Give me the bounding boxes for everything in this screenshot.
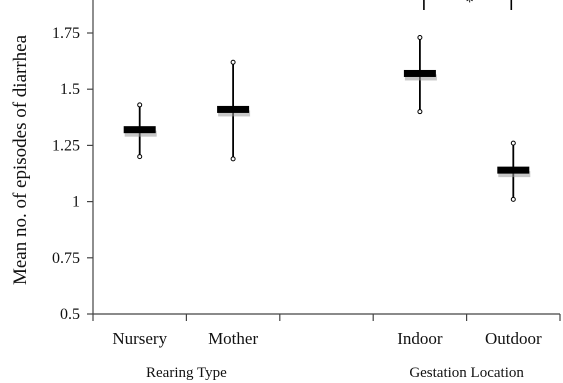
y-tick-label: 1.25 [52, 137, 80, 154]
error-bar-point [497, 140, 531, 202]
mean-marker [217, 105, 250, 113]
annotations: * [423, 0, 513, 11]
x-axis: Nursery Mother Indoor Outdoor Rearing Type Ge… [92, 313, 561, 381]
x-category-label: Outdoor [485, 329, 542, 348]
mean-marker-shadow [218, 110, 251, 117]
x-category-label: Mother [208, 329, 258, 348]
whisker-cap-low [137, 154, 143, 160]
y-tick-label: 1.75 [52, 25, 80, 42]
mean-marker [497, 166, 530, 174]
mean-marker [123, 126, 156, 134]
y-tick-label: 1.5 [60, 81, 80, 98]
whisker-cap-high [510, 140, 516, 146]
mean-marker-shadow [404, 74, 437, 81]
x-group-label: Gestation Location [409, 365, 524, 381]
whisker-cap-low [510, 196, 516, 202]
whisker-cap-high [417, 34, 423, 40]
y-tick-label: 0.75 [52, 250, 80, 267]
y-tick-label: 0.5 [60, 306, 80, 323]
mean-marker [403, 69, 436, 77]
x-group-label: Rearing Type [146, 365, 227, 381]
x-category-label: Indoor [397, 329, 443, 348]
significance-bracket: * [423, 0, 513, 11]
y-tick-label: 1 [72, 194, 80, 211]
whisker-cap-high [230, 59, 236, 65]
mean-marker-shadow [498, 171, 531, 178]
whisker-cap-low [230, 156, 236, 162]
error-bar-point [123, 102, 157, 160]
y-axis-label: Mean no. of episodes of diarrhea [10, 34, 31, 285]
y-axis: 0.5 0.75 1 1.25 1.5 1.75 [52, 0, 94, 323]
error-bar-point [403, 34, 437, 115]
error-bar-series [123, 34, 531, 202]
mean-marker-shadow [124, 130, 157, 137]
whisker-cap-low [417, 109, 423, 115]
x-category-label: Nursery [112, 329, 167, 348]
whisker-cap-high [137, 102, 143, 108]
significance-marker: * [466, 0, 474, 11]
error-bar-point [217, 59, 251, 162]
